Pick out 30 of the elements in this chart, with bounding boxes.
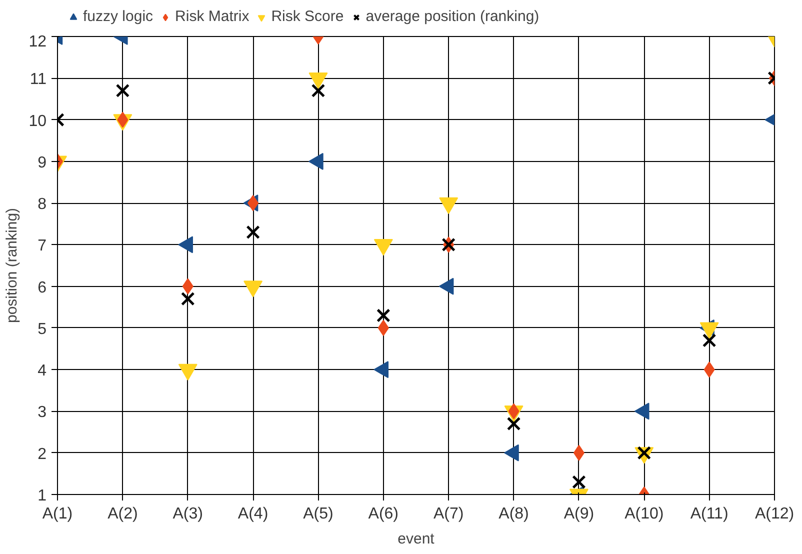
y-tick-label: 3 (38, 404, 47, 422)
x-tick-label: A(12) (754, 506, 794, 522)
y-axis-title: position (ranking) (4, 208, 21, 324)
x-axis-title: event (398, 530, 436, 548)
x-tick-label: A(1) (42, 506, 73, 522)
y-tick-label: 1 (38, 488, 47, 504)
y-tick-label: 6 (38, 279, 47, 296)
y-tick-label: 8 (38, 196, 47, 214)
legend-label: fuzzy logic (83, 8, 154, 25)
x-tick-label: A(10) (624, 506, 664, 522)
x-tick-label: A(11) (690, 506, 728, 522)
x-tick-label: A(3) (172, 506, 203, 522)
x-tick-label: A(9) (564, 506, 594, 522)
x-tick-label: A(8) (498, 506, 529, 522)
x-tick-label: A(6) (368, 506, 399, 522)
legend-label: Risk Score (271, 8, 344, 25)
x-tick-label: A(7) (433, 506, 464, 522)
legend-label: average position (ranking) (366, 8, 540, 25)
x-tick-label: A(4) (238, 506, 268, 522)
y-tick-label: 7 (38, 238, 47, 255)
y-tick-label: 5 (38, 320, 47, 338)
x-tick-label: A(2) (108, 506, 138, 522)
y-tick-label: 9 (38, 154, 47, 172)
y-tick-label: 11 (30, 71, 47, 88)
legend-label: Risk Matrix (175, 8, 250, 25)
y-tick-label: 4 (38, 362, 47, 380)
y-tick-label: 12 (28, 34, 47, 50)
y-tick-label: 10 (28, 112, 47, 130)
y-tick-label: 2 (38, 446, 47, 463)
x-tick-label: A(5) (303, 506, 334, 522)
